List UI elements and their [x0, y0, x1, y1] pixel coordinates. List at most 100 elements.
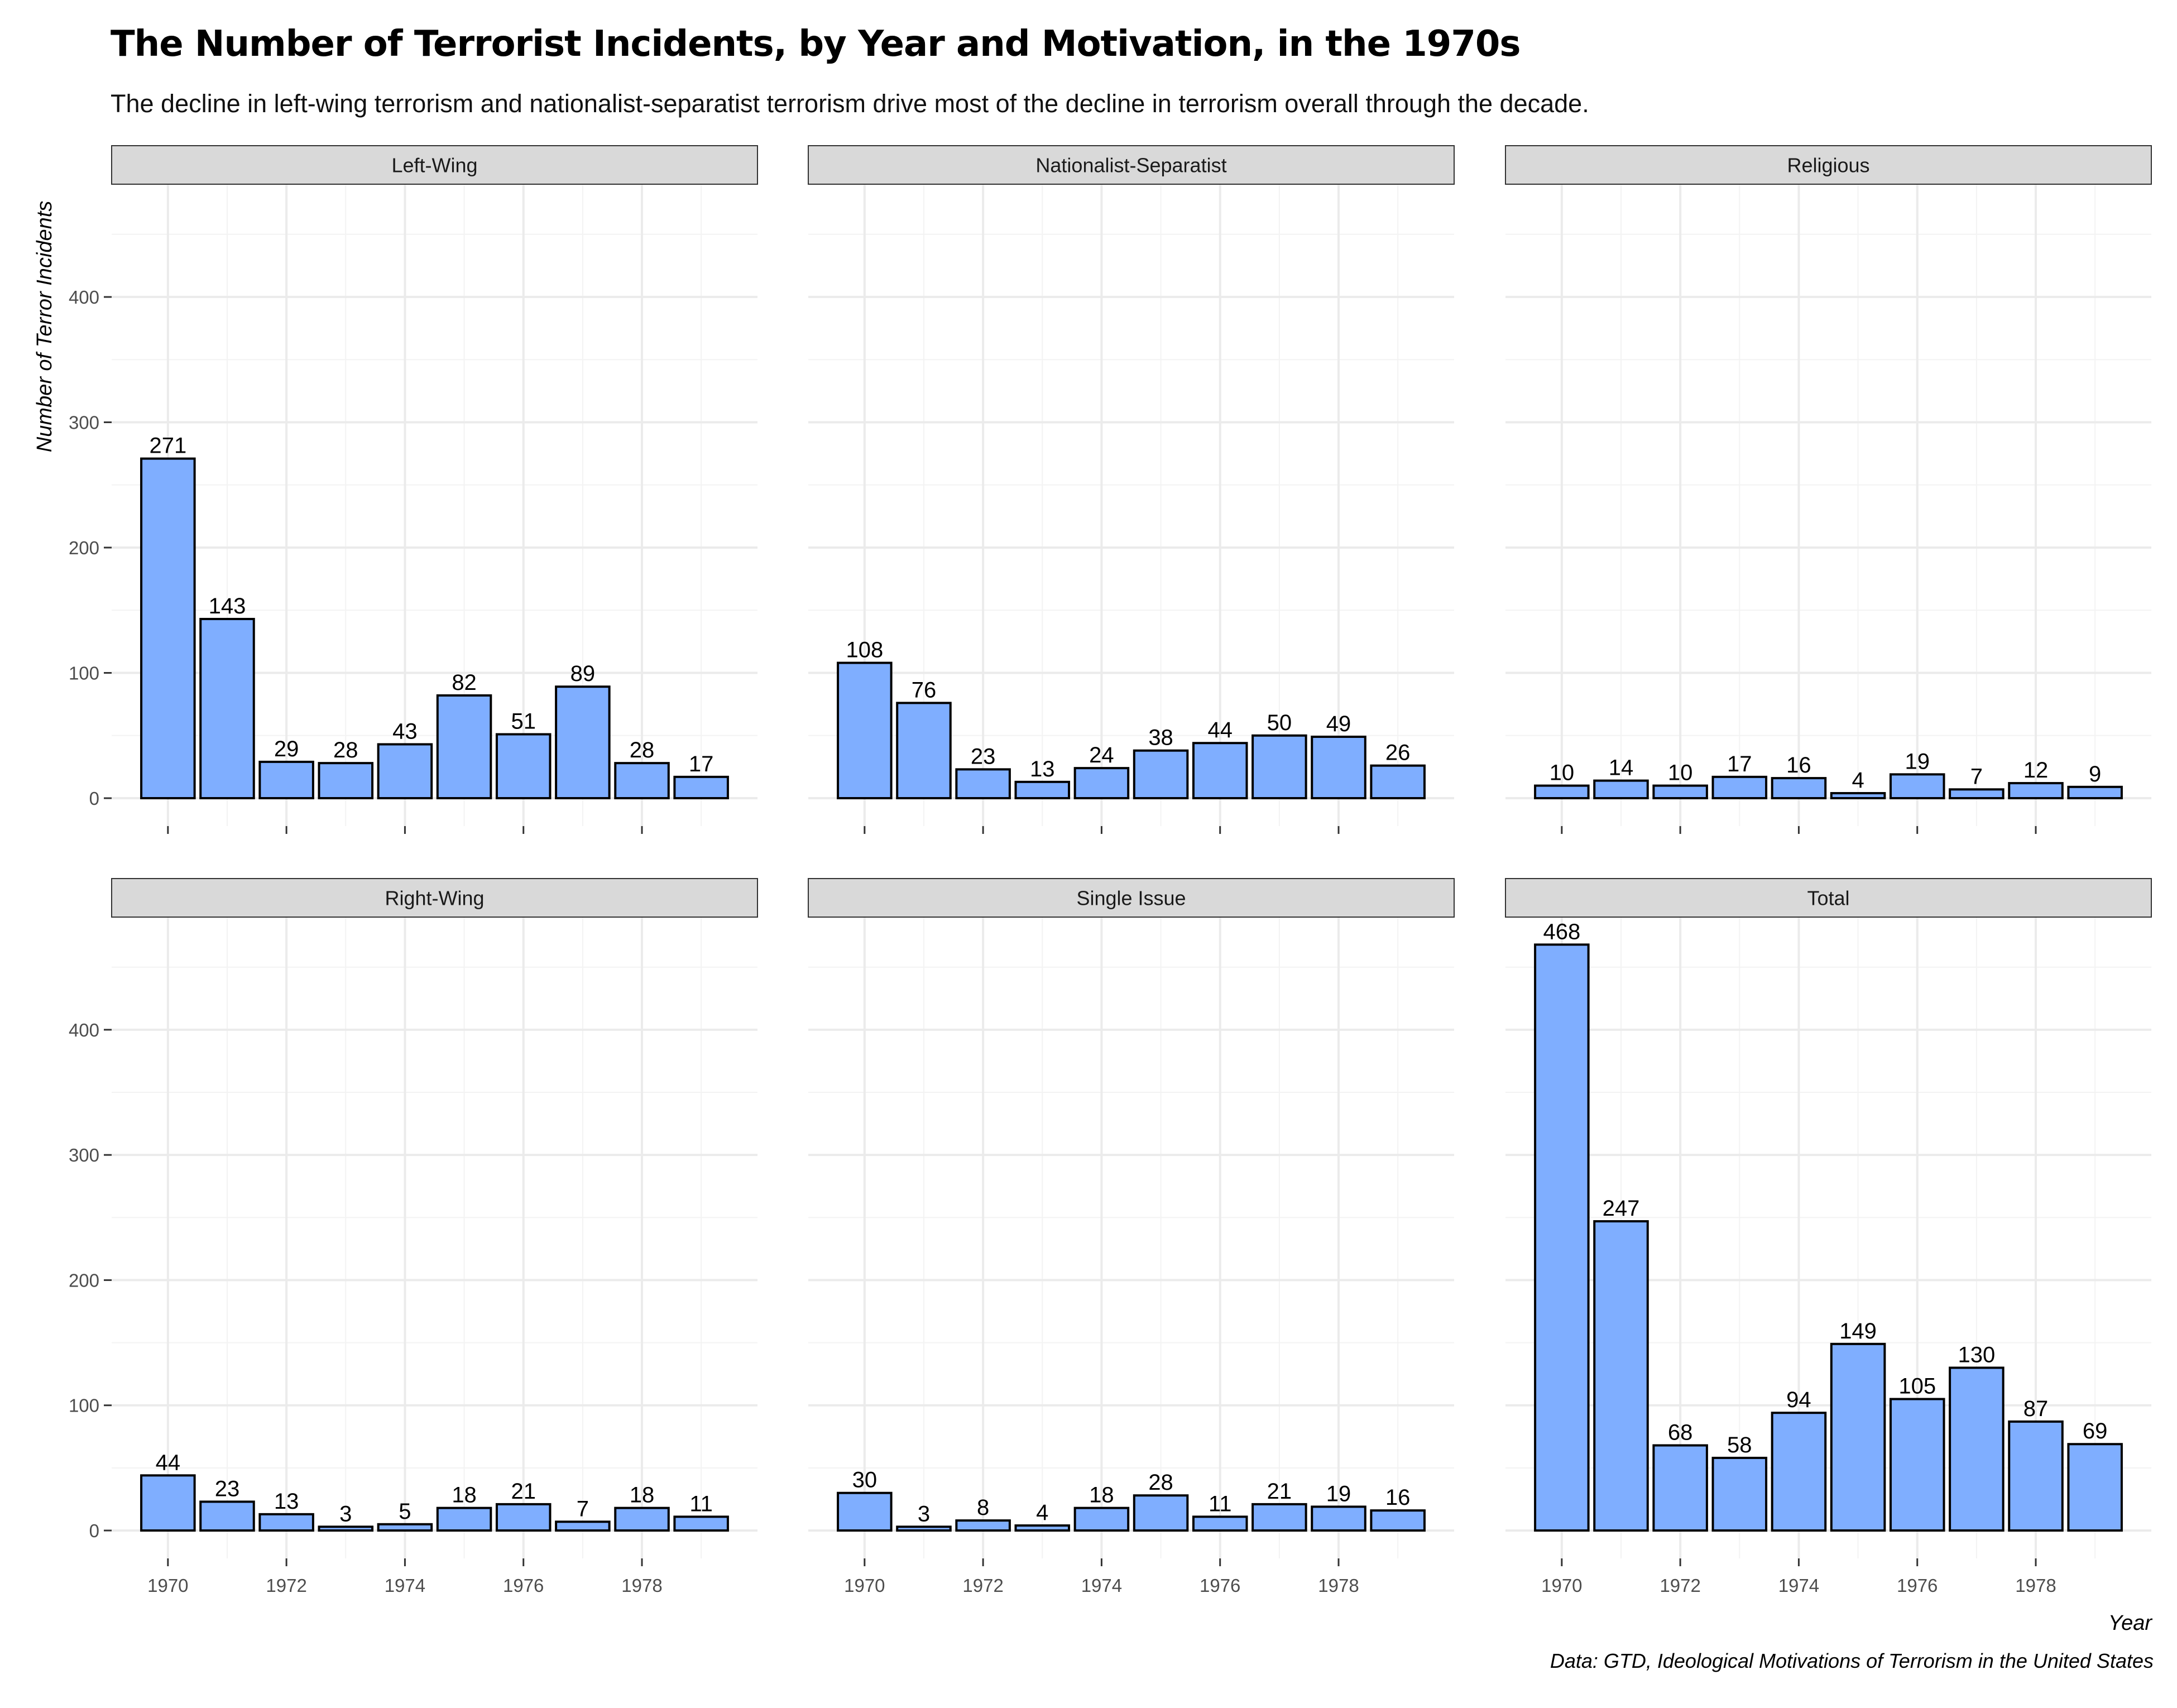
bar — [258, 760, 314, 799]
facet-strip-label: Religious — [1787, 154, 1869, 177]
bar-value-label: 247 — [1603, 1196, 1640, 1221]
bar — [1949, 1366, 2005, 1532]
bar-value-label: 82 — [452, 670, 477, 695]
facet-strip-label: Single Issue — [1076, 887, 1186, 910]
bar-value-label: 29 — [274, 737, 299, 761]
bar-value-label: 10 — [1550, 761, 1575, 785]
bar — [1251, 1503, 1307, 1532]
bar-value-label: 19 — [1326, 1481, 1351, 1506]
bar-value-label: 10 — [1668, 761, 1693, 785]
bar — [1593, 779, 1649, 799]
bar-value-label: 16 — [1786, 753, 1811, 778]
bar — [555, 685, 611, 800]
x-tick-label: 1970 — [1541, 1575, 1582, 1596]
bar-value-label: 94 — [1786, 1388, 1811, 1412]
x-axis-title: Year — [2108, 1611, 2153, 1635]
bar — [1889, 773, 1945, 799]
bar-value-label: 143 — [209, 594, 246, 618]
x-tick-label: 1976 — [1200, 1575, 1240, 1596]
x-tick-label: 1978 — [1318, 1575, 1359, 1596]
facet-strip — [111, 145, 758, 185]
bar-value-label: 7 — [577, 1496, 589, 1521]
bar-value-label: 69 — [2083, 1419, 2108, 1443]
bar-value-label: 18 — [630, 1483, 655, 1508]
bar-value-label: 26 — [1385, 741, 1411, 765]
bar — [1889, 1398, 1945, 1532]
bar-value-label: 13 — [1030, 757, 1055, 781]
bar-value-label: 44 — [156, 1450, 181, 1475]
bar — [199, 617, 255, 800]
bar — [2067, 785, 2123, 799]
bar-value-label: 16 — [1385, 1485, 1411, 1510]
bar — [1949, 788, 2005, 800]
bar-value-label: 89 — [570, 661, 596, 686]
y-tick-label: 100 — [69, 663, 99, 684]
bar — [318, 1525, 374, 1532]
facet-strip — [111, 878, 758, 918]
bar — [896, 1525, 952, 1532]
bar-value-label: 17 — [1727, 752, 1752, 776]
chart-caption: Data: GTD, Ideological Motivations of Te… — [1550, 1649, 2154, 1672]
y-tick-label: 400 — [69, 1020, 99, 1040]
facet-panel: Right-Wing 44 23 13 3 5 18 21 7 18 11 0 100 200 300 400… — [69, 878, 758, 1596]
bar — [2067, 1443, 2123, 1532]
facet-strip-label: Left-Wing — [391, 154, 477, 177]
bar — [1711, 775, 1768, 800]
bar — [258, 1513, 314, 1532]
bar — [1133, 1494, 1189, 1532]
bar — [1073, 767, 1130, 799]
bar — [1014, 780, 1071, 799]
bar-value-label: 21 — [511, 1479, 536, 1504]
bar-value-label: 14 — [1609, 756, 1634, 780]
bar-value-label: 28 — [1148, 1470, 1173, 1495]
bar-value-label: 17 — [689, 752, 714, 776]
bar — [2008, 1420, 2064, 1532]
bar-value-label: 108 — [846, 638, 883, 663]
bar-value-label: 87 — [2023, 1397, 2049, 1421]
bar-value-label: 271 — [149, 434, 186, 458]
bar — [1014, 1524, 1071, 1532]
bar-value-label: 468 — [1543, 919, 1580, 944]
x-tick-label: 1976 — [503, 1575, 544, 1596]
y-tick-label: 200 — [69, 538, 99, 558]
y-axis-title: Number of Terror Incidents — [33, 201, 56, 453]
y-tick-label: 0 — [89, 1520, 99, 1541]
bar — [377, 1523, 433, 1532]
facet-panel: Nationalist-Separatist 108 76 23 13 24 38 44 50 4… — [808, 145, 1455, 834]
bar — [495, 1503, 552, 1532]
facet-strip-label: Nationalist-Separatist — [1035, 154, 1226, 177]
bar — [199, 1500, 255, 1532]
bar — [614, 762, 670, 799]
bar — [896, 702, 952, 799]
bar-value-label: 24 — [1089, 743, 1114, 767]
x-tick-label: 1970 — [147, 1575, 188, 1596]
panel-background — [808, 917, 1454, 1558]
bar — [837, 1491, 893, 1532]
bar-value-label: 4 — [1036, 1500, 1048, 1525]
facet-strip — [808, 878, 1455, 918]
bar — [1370, 1509, 1426, 1532]
bar — [1311, 736, 1366, 799]
bar-value-label: 11 — [1209, 1491, 1232, 1516]
bar-value-label: 19 — [1905, 749, 1930, 774]
bar — [2008, 782, 2064, 800]
bar-value-label: 7 — [1970, 764, 1983, 789]
bar-value-label: 76 — [912, 678, 937, 702]
bar — [1534, 943, 1590, 1532]
bar — [495, 733, 552, 800]
bar — [837, 661, 893, 799]
bar — [614, 1507, 670, 1532]
bar — [318, 762, 374, 799]
panel-background — [1505, 184, 2151, 826]
x-tick-label: 1978 — [621, 1575, 662, 1596]
facet-strip — [1505, 145, 2152, 185]
y-tick-label: 0 — [89, 788, 99, 809]
bar — [436, 694, 492, 799]
bar-value-label: 21 — [1267, 1479, 1292, 1504]
bar-value-label: 28 — [333, 738, 358, 762]
bar-value-label: 8 — [977, 1495, 989, 1520]
bar — [555, 1520, 611, 1532]
bar-value-label: 23 — [215, 1476, 240, 1501]
panel-background — [112, 917, 757, 1558]
